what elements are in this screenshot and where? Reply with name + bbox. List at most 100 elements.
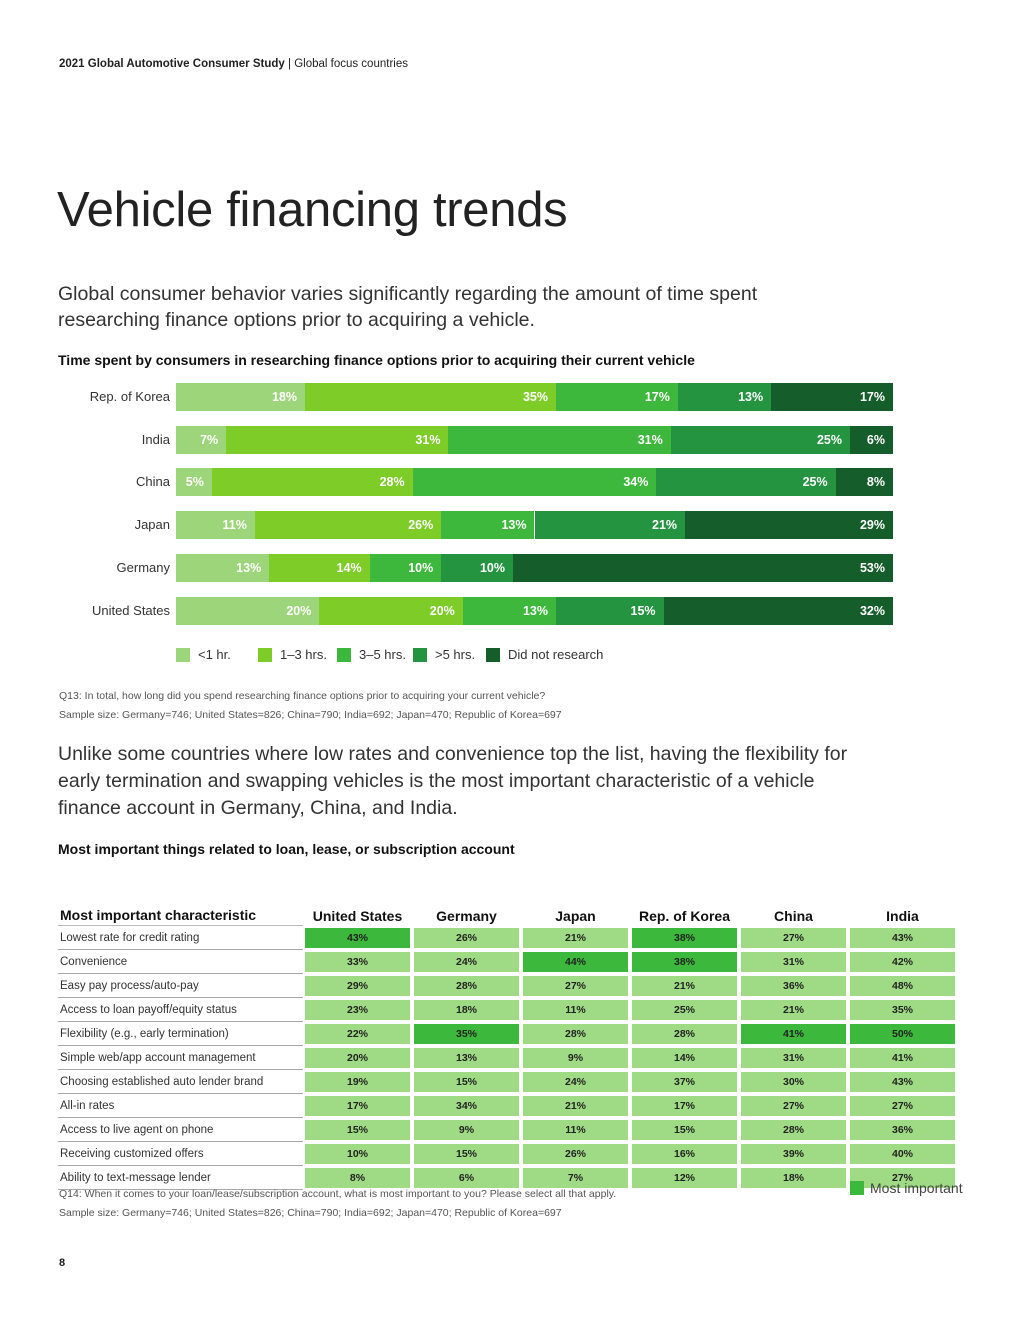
table-cell: 19% <box>303 1070 412 1094</box>
chart-title: Time spent by consumers in researching f… <box>58 352 695 368</box>
table-cell: 26% <box>412 926 521 950</box>
legend-swatch <box>486 647 500 662</box>
bar-segment: 25% <box>670 425 850 454</box>
table-cell: 13% <box>412 1046 521 1070</box>
table-cell: 39% <box>739 1142 848 1166</box>
bar-segment: 20% <box>319 596 463 625</box>
table-cell: 36% <box>848 1118 957 1142</box>
row-label: Access to live agent on phone <box>58 1118 303 1142</box>
table-cell: 15% <box>412 1142 521 1166</box>
table-row: Access to live agent on phone 15% 9% 11% 15%… <box>58 1118 957 1142</box>
table-row: Easy pay process/auto-pay 29% 28% 27% 21% 36%… <box>58 974 957 998</box>
table-cell: 41% <box>739 1022 848 1046</box>
most-important-swatch <box>850 1181 864 1195</box>
bar-segment: 5% <box>176 468 212 497</box>
table-cell: 29% <box>303 974 412 998</box>
table-cell: 27% <box>848 1094 957 1118</box>
table-row: Simple web/app account management 20% 13% 9… <box>58 1046 957 1070</box>
table-column-header: United States <box>312 908 403 924</box>
table-legend-label: Most important <box>870 1180 963 1196</box>
table-cell: 35% <box>848 998 957 1022</box>
bar-row-label: Germany <box>116 559 170 575</box>
row-label: Flexibility (e.g., early termination) <box>58 1022 303 1046</box>
bar-segment: 28% <box>211 468 413 497</box>
row-label: Lowest rate for credit rating <box>58 926 303 950</box>
table-cell: 9% <box>412 1118 521 1142</box>
table-cell: 43% <box>848 926 957 950</box>
table-column-header: India <box>886 908 919 924</box>
bar-segment: 13% <box>462 596 556 625</box>
table-cell: 11% <box>521 1118 630 1142</box>
table-cell: 36% <box>739 974 848 998</box>
table-cell: 8% <box>303 1166 412 1190</box>
bar-segment: 35% <box>305 383 556 411</box>
chart-legend-item: 3–5 hrs. <box>337 647 406 662</box>
table-cell: 28% <box>412 974 521 998</box>
table-cell: 14% <box>630 1046 739 1070</box>
chart-legend-item: Did not research <box>486 647 603 662</box>
row-label: Easy pay process/auto-pay <box>58 974 303 998</box>
table-cell: 22% <box>303 1022 412 1046</box>
page-title: Vehicle financing trends <box>57 183 568 237</box>
legend-label: 1–3 hrs. <box>280 647 327 662</box>
table-cell: 37% <box>630 1070 739 1094</box>
bar-segment: 13% <box>677 383 772 411</box>
row-label: Ability to text-message lender <box>58 1166 303 1190</box>
table-cell: 38% <box>630 926 739 950</box>
table-cell: 40% <box>848 1142 957 1166</box>
chart-sample-note: Sample size: Germany=746; United States=… <box>59 709 562 721</box>
bar-segment: 8% <box>835 468 893 497</box>
table-sample-note: Sample size: Germany=746; United States=… <box>59 1207 562 1219</box>
table-cell: 44% <box>521 950 630 974</box>
page-header: 2021 Global Automotive Consumer Study | … <box>59 58 408 70</box>
table-cell: 18% <box>739 1166 848 1190</box>
table-cell: 15% <box>630 1118 739 1142</box>
bar-segment: 6% <box>849 425 893 454</box>
table-header-row: Most important characteristic United Sta… <box>58 899 957 926</box>
table-cell: 28% <box>739 1118 848 1142</box>
table-cell: 21% <box>630 974 739 998</box>
table-row: Convenience 33% 24% 44% 38% 31% 42% <box>58 950 957 974</box>
table-row: Flexibility (e.g., early termination) 22%… <box>58 1022 957 1046</box>
table-column-header: Germany <box>436 908 497 924</box>
chart-question-note: Q13: In total, how long did you spend re… <box>59 690 546 702</box>
bar-segment: 53% <box>512 553 893 582</box>
table-cell: 27% <box>521 974 630 998</box>
table-cell: 18% <box>412 998 521 1022</box>
legend-label: 3–5 hrs. <box>359 647 406 662</box>
table-cell: 21% <box>521 926 630 950</box>
chart-legend-item: 1–3 hrs. <box>258 647 327 662</box>
table-cell: 6% <box>412 1166 521 1190</box>
bar-segment: 14% <box>269 553 370 582</box>
bar-segment: 13% <box>441 511 535 540</box>
table-cell: 21% <box>739 998 848 1022</box>
table-row: Choosing established auto lender brand 19… <box>58 1070 957 1094</box>
table-cell: 26% <box>521 1142 630 1166</box>
table-cell: 12% <box>630 1166 739 1190</box>
table-cell: 31% <box>739 950 848 974</box>
bar-segment: 25% <box>656 468 836 497</box>
bar-row-label: India <box>141 431 170 447</box>
legend-label: >5 hrs. <box>435 647 476 662</box>
table-cell: 33% <box>303 950 412 974</box>
table-cell: 17% <box>630 1094 739 1118</box>
table-cell: 7% <box>521 1166 630 1190</box>
table-cell: 42% <box>848 950 957 974</box>
table-cell: 20% <box>303 1046 412 1070</box>
bar-segment: 31% <box>448 425 671 454</box>
row-label: Access to loan payoff/equity status <box>58 998 303 1022</box>
bar-segment: 10% <box>369 553 442 582</box>
bar-row-label: China <box>136 474 170 490</box>
table-question-note: Q14: When it comes to your loan/lease/su… <box>59 1188 617 1200</box>
table-cell: 15% <box>303 1118 412 1142</box>
legend-label: Did not research <box>508 647 604 662</box>
bar-segment: 29% <box>685 511 893 540</box>
table-cell: 34% <box>412 1094 521 1118</box>
bar-segment: 26% <box>254 511 442 540</box>
table-cell: 48% <box>848 974 957 998</box>
table-cell: 11% <box>521 998 630 1022</box>
page-number: 8 <box>59 1257 66 1269</box>
table-legend: Most important <box>850 1180 963 1196</box>
table-cell: 35% <box>412 1022 521 1046</box>
row-label: Simple web/app account management <box>58 1046 303 1070</box>
